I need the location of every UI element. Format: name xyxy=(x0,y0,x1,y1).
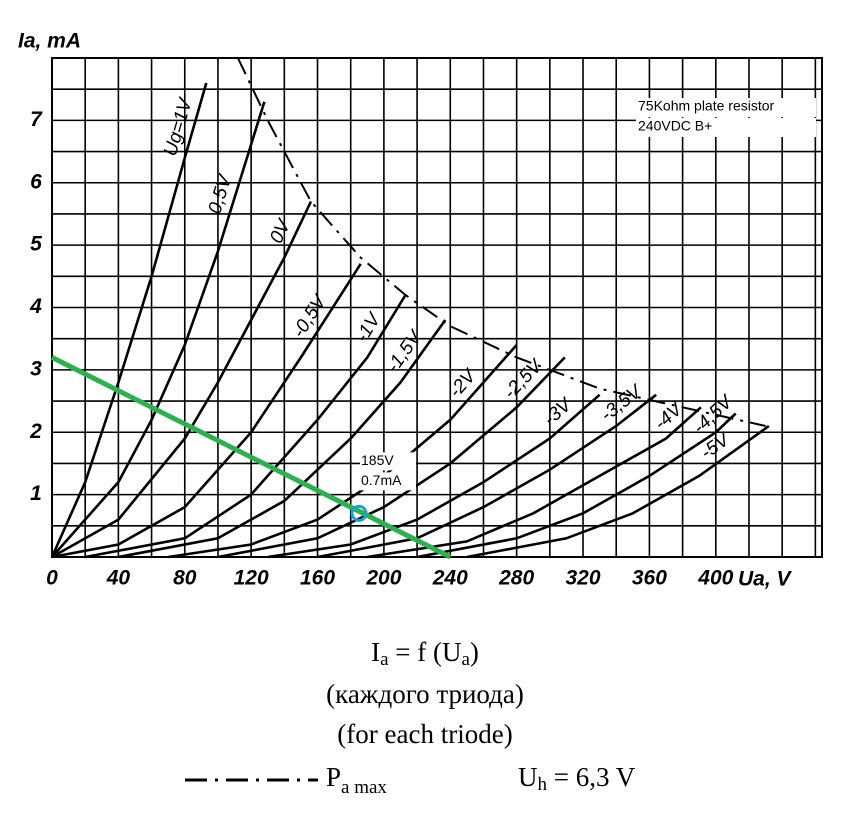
y-tick-label: 6 xyxy=(30,170,42,193)
label-bg xyxy=(360,452,417,471)
curve xyxy=(466,424,770,559)
curve xyxy=(118,319,447,559)
x-axis-label: Ua, V xyxy=(738,568,793,591)
curve xyxy=(367,406,702,559)
heater-part: = 6,3 V xyxy=(547,762,636,792)
curve xyxy=(217,356,566,559)
x-tick-label: 120 xyxy=(234,567,269,590)
curve-label: -1V xyxy=(352,308,387,346)
x-tick-label: 0 xyxy=(46,567,58,590)
formula-part: I xyxy=(371,637,380,667)
x-tick-label: 320 xyxy=(566,567,601,590)
load-line xyxy=(50,355,452,560)
plot-border xyxy=(51,57,823,558)
x-tick-label: 200 xyxy=(365,567,401,590)
curve-label: Ug=1V xyxy=(160,94,197,158)
curve xyxy=(51,101,266,558)
legend-part: P xyxy=(326,762,341,792)
y-axis-label: Ia, mA xyxy=(18,30,81,53)
curve xyxy=(168,344,518,559)
formula-part: ) xyxy=(470,637,479,667)
y-tick-label: 4 xyxy=(29,295,42,318)
curve xyxy=(51,200,313,559)
formula-part: a xyxy=(461,649,470,670)
curve xyxy=(84,294,407,559)
y-tick-label: 3 xyxy=(30,357,42,380)
heater-label: Uh = 6,3 V xyxy=(518,762,636,795)
x-tick-label: 240 xyxy=(432,567,468,590)
point-label: 0.7mA xyxy=(361,472,402,488)
curve xyxy=(317,393,657,559)
x-tick-label: 160 xyxy=(300,567,335,590)
x-tick-label: 360 xyxy=(632,567,667,590)
caption-ru: (каждого триода) xyxy=(326,679,524,709)
curve-label: -2,5V xyxy=(500,354,548,403)
y-tick-label: 5 xyxy=(30,233,42,256)
curve-label: -3,5V xyxy=(597,380,648,426)
note-text: 75Kohm plate resistor xyxy=(638,98,775,114)
y-tick-label: 2 xyxy=(29,420,42,443)
formula: Ia = f (Ua) xyxy=(371,637,479,670)
note-bg xyxy=(636,118,816,137)
curve xyxy=(416,412,737,559)
label-bg xyxy=(360,472,417,491)
x-tick-label: 400 xyxy=(697,567,733,590)
note-bg xyxy=(636,98,816,117)
y-tick-label: 1 xyxy=(30,482,42,505)
operating-point xyxy=(350,504,368,522)
x-tick-label: 280 xyxy=(498,567,534,590)
formula-part: = f (U xyxy=(389,637,462,667)
curve xyxy=(51,263,362,559)
caption-en: (for each triode) xyxy=(337,719,512,749)
pmax-curve xyxy=(236,57,766,427)
x-tick-label: 40 xyxy=(106,567,131,590)
curve xyxy=(267,393,601,559)
curve-label: -1,5V xyxy=(383,326,428,377)
point-label: 185V xyxy=(361,452,394,468)
curve xyxy=(50,82,208,558)
curve-label: -4,5V xyxy=(689,390,738,438)
x-tick-label: 80 xyxy=(173,567,197,590)
legend-label: Pa max xyxy=(326,762,387,798)
note-text: 240VDC B+ xyxy=(638,118,712,134)
y-tick-label: 7 xyxy=(30,108,43,131)
heater-part: U xyxy=(518,762,538,792)
legend-part: a max xyxy=(341,777,387,798)
curve-label: -0,5V xyxy=(289,290,332,342)
curve-label: -3V xyxy=(540,393,578,430)
heater-part: h xyxy=(538,774,548,795)
formula-part: a xyxy=(380,649,389,670)
